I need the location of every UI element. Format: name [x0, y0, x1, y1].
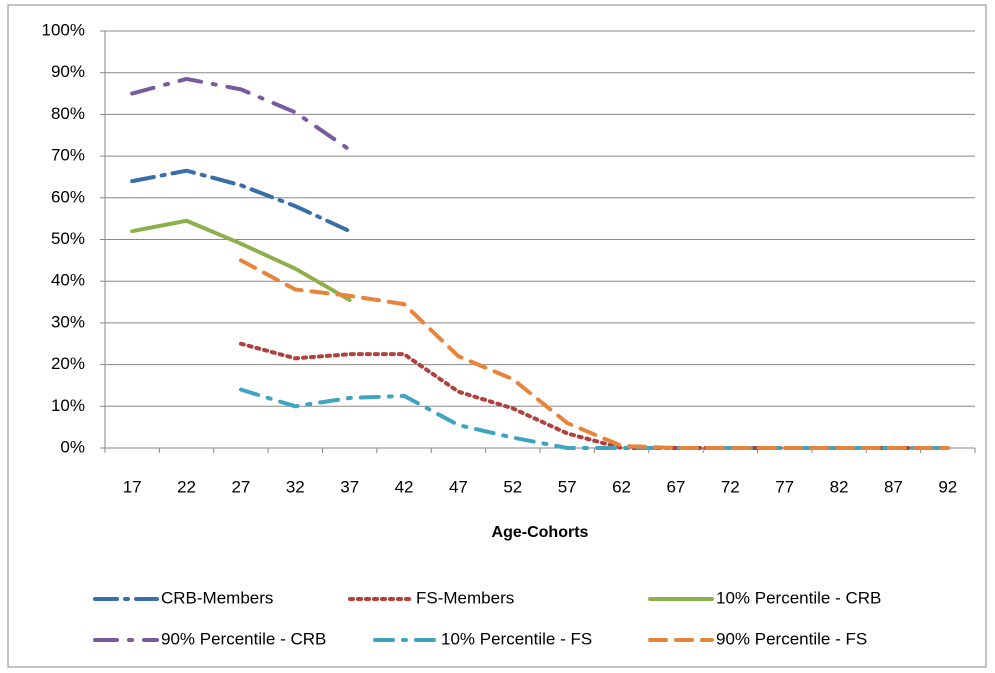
y-tick-label: 60% [51, 187, 85, 206]
legend-label: 90% Percentile - FS [716, 629, 867, 648]
series-line [130, 76, 352, 152]
x-tick-label: 92 [938, 477, 957, 496]
y-tick-label: 100% [42, 20, 85, 39]
y-tick-label: 20% [51, 354, 85, 373]
legend-label: 10% Percentile - CRB [716, 588, 881, 607]
legend-label: 10% Percentile - FS [441, 629, 592, 648]
y-tick-label: 10% [51, 396, 85, 415]
y-tick-label: 30% [51, 312, 85, 331]
y-tick-label: 80% [51, 104, 85, 123]
x-tick-label: 27 [231, 477, 250, 496]
x-tick-label: 77 [775, 477, 794, 496]
legend-label: CRB-Members [161, 588, 273, 607]
y-tick-label: 40% [51, 271, 85, 290]
legend-label: 90% Percentile - CRB [161, 629, 326, 648]
series-line [238, 387, 950, 450]
x-tick-label: 22 [177, 477, 196, 496]
x-tick-label: 57 [558, 477, 577, 496]
x-tick-label: 72 [721, 477, 740, 496]
x-tick-label: 82 [830, 477, 849, 496]
legend-label: FS-Members [416, 588, 514, 607]
x-tick-label: 37 [340, 477, 359, 496]
x-tick-label: 32 [286, 477, 305, 496]
x-tick-label: 42 [395, 477, 414, 496]
x-tick-label: 52 [503, 477, 522, 496]
chart-border [7, 4, 987, 668]
x-tick-label: 87 [884, 477, 903, 496]
x-axis-title: Age-Cohorts [492, 524, 589, 541]
x-tick-label: 17 [123, 477, 142, 496]
series-line [238, 258, 950, 450]
x-tick-label: 67 [666, 477, 685, 496]
series-line [130, 168, 352, 234]
x-tick-label: 47 [449, 477, 468, 496]
y-tick-label: 70% [51, 146, 85, 165]
y-tick-label: 50% [51, 229, 85, 248]
y-tick-label: 0% [60, 437, 85, 456]
x-tick-label: 62 [612, 477, 631, 496]
y-tick-label: 90% [51, 62, 85, 81]
series-line [130, 218, 352, 302]
